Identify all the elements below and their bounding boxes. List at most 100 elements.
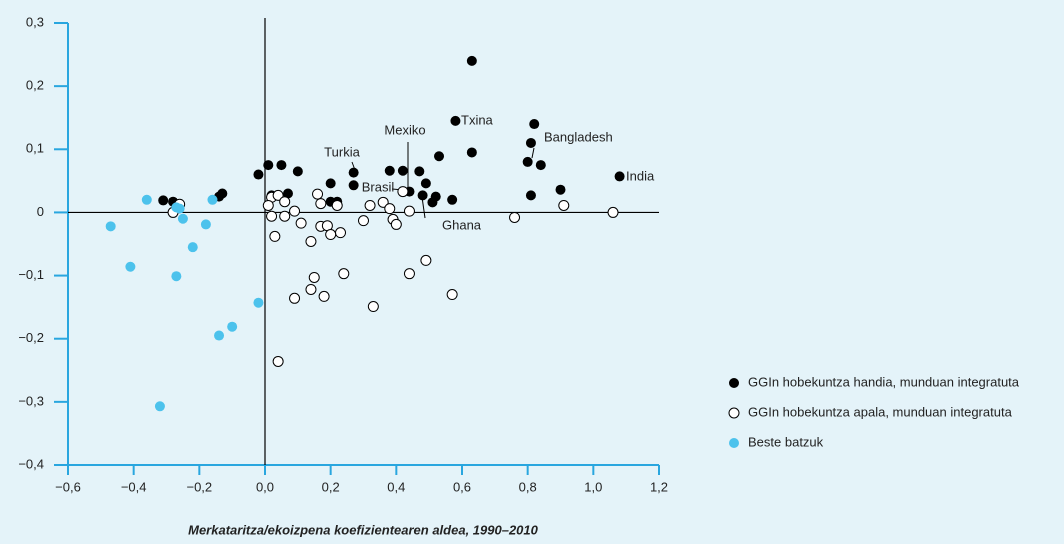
point: [325, 178, 336, 189]
y-tick-label: −0,2: [18, 330, 44, 345]
point: [364, 199, 376, 211]
point: [141, 194, 152, 205]
point: [308, 271, 320, 283]
point: [338, 268, 350, 280]
point: [397, 165, 408, 176]
point: [217, 188, 228, 199]
point: [555, 184, 566, 195]
point: [607, 206, 619, 218]
y-tick-label: 0,1: [26, 141, 44, 156]
point: [450, 115, 461, 126]
point: [529, 119, 540, 130]
point: [535, 160, 546, 171]
point: [282, 188, 293, 199]
x-tick-label: −0,6: [55, 479, 81, 494]
point: [348, 167, 359, 178]
point: [207, 194, 218, 205]
point: [331, 199, 343, 211]
point: [318, 290, 330, 302]
point: [200, 219, 211, 230]
point: [289, 205, 301, 217]
point: [466, 55, 477, 66]
point: [292, 166, 303, 177]
point: [125, 261, 136, 272]
point: [447, 194, 458, 205]
x-tick-label: 0,4: [387, 479, 405, 494]
leader-line: [531, 147, 535, 159]
point: [367, 301, 379, 313]
point: [253, 169, 264, 180]
point: [466, 147, 477, 158]
point: [420, 178, 431, 189]
point: [558, 199, 570, 211]
annotation: Brasil: [362, 179, 395, 194]
point: [276, 160, 287, 171]
annotation: Mexiko: [384, 122, 425, 137]
point: [158, 195, 169, 206]
point: [335, 227, 347, 239]
legend-label: GGIn hobekuntza handia, munduan integrat…: [748, 374, 1020, 389]
y-tick-label: 0,3: [26, 14, 44, 29]
point: [390, 218, 402, 230]
annotation: Turkia: [324, 144, 360, 159]
point: [266, 210, 278, 222]
point: [315, 198, 327, 210]
point: [414, 166, 425, 177]
point: [358, 215, 369, 227]
legend-marker: [728, 407, 740, 419]
point: [253, 297, 264, 308]
annotation: India: [626, 168, 655, 183]
annotation: Bangladesh: [544, 129, 613, 144]
legend-marker: [729, 378, 739, 388]
x-tick-label: 0,8: [519, 479, 537, 494]
annotation: Ghana: [442, 217, 482, 232]
point: [214, 330, 225, 341]
x-tick-label: 0,2: [322, 479, 340, 494]
y-tick-label: −0,4: [18, 456, 44, 471]
point: [272, 355, 284, 367]
point: [434, 151, 445, 162]
y-tick-label: −0,3: [18, 393, 44, 408]
point: [289, 292, 301, 304]
point: [305, 235, 317, 247]
point: [262, 199, 274, 211]
point: [154, 401, 165, 412]
x-tick-label: −0,4: [121, 479, 147, 494]
point: [105, 221, 116, 232]
y-tick-label: 0,2: [26, 78, 44, 93]
point: [227, 321, 238, 332]
point: [269, 230, 281, 242]
point: [509, 211, 521, 223]
point: [174, 203, 185, 214]
point: [420, 254, 432, 266]
y-tick-label: 0: [37, 204, 44, 219]
point: [397, 186, 409, 198]
leader-line: [421, 196, 426, 219]
point: [403, 205, 415, 217]
y-tick-label: −0,1: [18, 267, 44, 282]
point: [272, 189, 284, 201]
point: [525, 137, 536, 148]
x-tick-label: 0,0: [256, 479, 274, 494]
legend-label: Beste batzuk: [748, 434, 824, 449]
point: [279, 196, 291, 208]
point: [430, 191, 441, 202]
point: [305, 283, 317, 295]
point: [187, 242, 198, 253]
point: [279, 210, 291, 222]
point: [446, 289, 458, 301]
legend-label: GGIn hobekuntza apala, munduan integratu…: [748, 404, 1013, 419]
annotation: Txina: [461, 112, 494, 127]
x-tick-label: 0,6: [453, 479, 471, 494]
point: [614, 171, 625, 182]
point: [263, 160, 274, 171]
point: [522, 156, 533, 167]
x-axis-label: Merkataritza/ekoizpena koefizientearen a…: [188, 522, 539, 537]
x-tick-label: 1,2: [650, 479, 668, 494]
point: [177, 213, 188, 224]
point: [312, 188, 324, 200]
x-tick-label: −0,2: [186, 479, 212, 494]
legend-marker: [729, 438, 739, 448]
